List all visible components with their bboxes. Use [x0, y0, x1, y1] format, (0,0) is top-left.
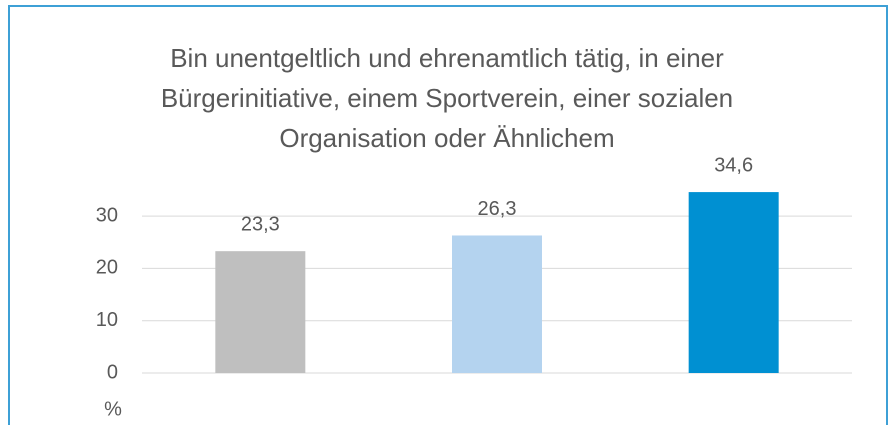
data-label: 34,6 — [714, 154, 753, 176]
y-tick-label: 10 — [96, 309, 118, 331]
bar — [452, 235, 542, 373]
chart-frame — [8, 5, 888, 425]
y-tick-label: 20 — [96, 257, 118, 279]
chart-title: Bin unentgeltlich und ehrenamtlich tätig… — [160, 43, 734, 153]
y-tick-label: 30 — [96, 204, 118, 226]
data-label: 23,3 — [241, 213, 280, 235]
bar — [688, 192, 779, 373]
y-tick-label: 0 — [107, 361, 118, 383]
bar — [215, 251, 306, 373]
data-label: 26,3 — [478, 198, 517, 220]
y-axis-label: % — [104, 398, 122, 420]
